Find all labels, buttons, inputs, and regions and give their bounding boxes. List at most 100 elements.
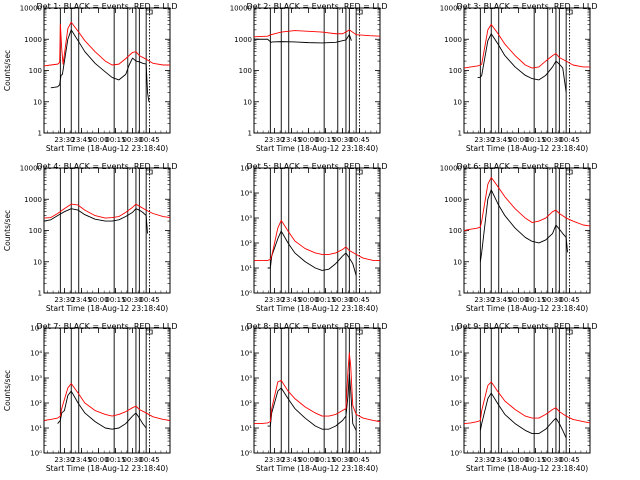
x-tick-label: 00:30 (122, 456, 142, 464)
x-axis-label: Start Time (18-Aug-12 23:18:40) (46, 304, 168, 313)
panel-title: Det 2: BLACK = Events, RED = LLD (247, 2, 388, 11)
flag-marker (356, 9, 363, 15)
y-tick-label: 10² (450, 400, 462, 408)
series-events-line (479, 189, 568, 262)
x-tick-label: 00:45 (349, 456, 369, 464)
y-axis-label: Counts/sec (3, 50, 12, 91)
x-axis-label: Start Time (18-Aug-12 23:18:40) (256, 304, 378, 313)
x-tick-label: 23:30 (264, 456, 284, 464)
flag-marker (356, 169, 363, 175)
x-tick-label: 00:30 (332, 456, 352, 464)
x-tick-label: 00:00 (298, 136, 318, 144)
x-tick-label: 00:15 (525, 456, 545, 464)
x-tick-label: 00:15 (525, 296, 545, 304)
series-lld-line (43, 383, 171, 421)
y-tick-label: 10² (240, 240, 252, 248)
x-tick-label: 00:45 (559, 456, 579, 464)
x-tick-label: 00:30 (542, 456, 562, 464)
y-tick-label: 10⁵ (30, 325, 42, 333)
x-tick-label: 23:30 (54, 136, 74, 144)
series-lld-line (43, 203, 171, 219)
x-tick-label: 23:45 (281, 136, 301, 144)
x-tick-label: 00:00 (508, 136, 528, 144)
y-tick-label: 10⁰ (240, 450, 252, 458)
y-tick-label: 10¹ (240, 425, 252, 433)
y-tick-label: 10000 (230, 5, 252, 13)
series-events-line (254, 34, 352, 44)
y-tick-label: 10⁴ (30, 350, 42, 358)
x-tick-label: 23:30 (264, 296, 284, 304)
x-tick-label: 00:30 (122, 136, 142, 144)
y-tick-label: 1 (38, 290, 42, 298)
x-tick-label: 00:45 (559, 136, 579, 144)
x-axis-label: Start Time (18-Aug-12 23:18:40) (466, 464, 588, 473)
x-tick-label: 00:00 (508, 456, 528, 464)
series-lld-line (463, 381, 591, 425)
series-lld-line (463, 23, 590, 69)
y-tick-label: 10⁴ (240, 190, 252, 198)
x-tick-label: 23:30 (474, 136, 494, 144)
flag-marker (566, 329, 573, 335)
y-tick-label: 10³ (30, 375, 42, 383)
y-tick-label: 10⁴ (240, 350, 252, 358)
y-tick-label: 1000 (444, 196, 462, 204)
flag-marker (566, 9, 573, 15)
plot-frame (253, 167, 381, 294)
x-tick-label: 23:30 (474, 456, 494, 464)
y-tick-label: 10³ (240, 215, 252, 223)
y-tick-label: 10⁴ (450, 350, 462, 358)
flag-marker (356, 329, 363, 335)
y-tick-label: 10 (453, 258, 462, 266)
x-tick-label: 23:45 (491, 136, 511, 144)
panel-title: Det 1: BLACK = Events, RED = LLD (37, 2, 178, 11)
series-lld-line (43, 21, 170, 67)
x-tick-label: 00:45 (139, 136, 159, 144)
x-tick-label: 00:15 (105, 456, 125, 464)
series-events-line (267, 373, 357, 431)
x-axis-label: Start Time (18-Aug-12 23:18:40) (46, 144, 168, 153)
x-axis-label: Start Time (18-Aug-12 23:18:40) (466, 144, 588, 153)
panel-det-9: Det 9: BLACK = Events, RED = LLD 10⁰ 10¹ 10… (450, 322, 597, 473)
x-tick-label: 00:30 (542, 296, 562, 304)
y-tick-label: 1000 (24, 36, 42, 44)
y-axis-label: Counts/sec (3, 210, 12, 251)
x-tick-label: 00:15 (105, 136, 125, 144)
flag-marker (146, 169, 153, 175)
x-tick-label: 23:30 (264, 136, 284, 144)
y-tick-label: 10000 (440, 5, 462, 13)
y-tick-label: 10000 (20, 5, 42, 13)
x-tick-label: 23:45 (71, 456, 91, 464)
y-tick-label: 10¹ (30, 425, 42, 433)
x-tick-label: 00:30 (122, 296, 142, 304)
y-tick-label: 100 (29, 227, 42, 235)
y-tick-label: 1 (38, 130, 42, 138)
x-tick-label: 00:45 (139, 296, 159, 304)
series-events-line (50, 29, 150, 102)
x-tick-label: 00:00 (88, 136, 108, 144)
panel-det-4: Det 4: BLACK = Events, RED = LLD 1 10 100 10… (3, 162, 177, 313)
x-tick-label: 00:00 (88, 456, 108, 464)
series-events-line (479, 392, 567, 439)
y-tick-label: 10000 (440, 165, 462, 173)
plot-frame (253, 7, 381, 134)
panel-det-6: Det 6: BLACK = Events, RED = LLD 1 10 100 10… (440, 162, 598, 313)
x-tick-label: 00:45 (559, 296, 579, 304)
y-tick-label: 100 (239, 67, 252, 75)
panel-det-1: Det 1: BLACK = Events, RED = LLD 1 10 100 10… (3, 2, 177, 153)
series-events-line (43, 208, 148, 234)
series-events-line (477, 33, 567, 93)
series-lld-line (463, 176, 591, 231)
x-tick-label: 00:45 (349, 296, 369, 304)
y-tick-label: 10 (243, 98, 252, 106)
x-tick-label: 23:45 (71, 296, 91, 304)
y-axis-label: Counts/sec (3, 370, 12, 411)
x-tick-label: 00:00 (298, 296, 318, 304)
flag-marker (146, 9, 153, 15)
x-tick-label: 00:30 (542, 136, 562, 144)
x-tick-label: 23:45 (491, 296, 511, 304)
y-tick-label: 10⁵ (240, 165, 252, 173)
y-tick-label: 100 (449, 227, 462, 235)
panel-det-8: Det 8: BLACK = Events, RED = LLD 10⁰ 10¹ 10… (240, 322, 387, 473)
x-tick-label: 00:45 (139, 456, 159, 464)
y-tick-label: 1 (458, 290, 462, 298)
